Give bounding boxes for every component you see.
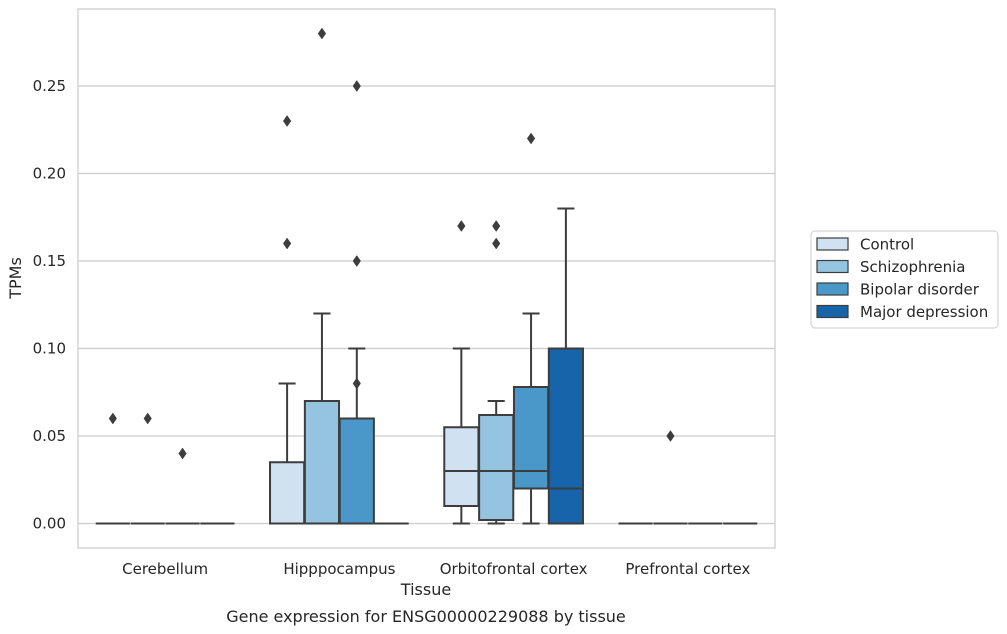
x-axis-title: Tissue xyxy=(400,580,451,599)
legend-label: Bipolar disorder xyxy=(860,281,980,299)
outlier-point xyxy=(492,237,501,250)
legend-label: Control xyxy=(860,236,914,254)
x-tick-label: Cerebellum xyxy=(122,560,208,578)
legend-swatch xyxy=(816,259,849,274)
box-body xyxy=(547,347,584,525)
y-tick-label: 0.15 xyxy=(33,252,66,270)
box-body xyxy=(478,414,515,521)
outlier-point xyxy=(457,220,466,232)
box-orbitofrontal-cortex-schizophrenia xyxy=(478,220,515,525)
box-orbitofrontal-cortex-bipolar-disorder xyxy=(512,132,550,525)
legend-frame xyxy=(810,230,999,329)
outlier-point xyxy=(108,412,117,425)
box-body xyxy=(512,386,550,490)
y-axis-title: TPMs xyxy=(6,257,25,300)
legend-label: Schizophrenia xyxy=(860,258,965,276)
outlier-point xyxy=(492,220,501,232)
box-cerebellum-control xyxy=(95,412,130,525)
legend-swatch xyxy=(816,304,849,319)
y-tick-labels: 0.00 0.05 0.10 0.15 0.20 0.25 xyxy=(33,77,66,533)
box-orbitofrontal-cortex-major-depression xyxy=(547,207,584,525)
box-cerebellum-bipolar-disorder xyxy=(165,447,200,525)
box-body xyxy=(443,426,480,507)
box-hipppocampus-schizophrenia xyxy=(303,27,341,525)
x-tick-label: Hipppocampus xyxy=(283,560,395,578)
box-body xyxy=(338,417,375,525)
box-cerebellum-schizophrenia xyxy=(130,412,165,525)
legend: Control Schizophrenia Bipolar disorder Majo… xyxy=(810,230,999,329)
x-tick-label: Orbitofrontal cortex xyxy=(440,560,588,578)
legend-swatch xyxy=(816,282,849,296)
outlier-point xyxy=(352,80,361,92)
box-body xyxy=(303,400,341,525)
legend-label: Major depression xyxy=(860,303,988,321)
box-body xyxy=(269,461,306,525)
outlier-point xyxy=(666,430,675,442)
outlier-point xyxy=(178,447,187,460)
x-tick-label: Prefrontal cortex xyxy=(625,560,750,578)
y-tick-label: 0.20 xyxy=(33,165,66,183)
y-tick-label: 0.00 xyxy=(33,515,66,533)
outlier-point xyxy=(526,132,536,145)
y-tick-label: 0.25 xyxy=(33,77,66,95)
outlier-point xyxy=(143,412,152,425)
outlier-point xyxy=(317,27,327,40)
outlier-point xyxy=(352,255,361,267)
box-hipppocampus-control xyxy=(269,115,306,525)
box-hipppocampus-bipolar-disorder xyxy=(338,80,375,525)
y-tick-label: 0.10 xyxy=(33,340,66,358)
outlier-point xyxy=(352,377,361,390)
plot-frame xyxy=(77,8,776,549)
x-tick-labels: Cerebellum Hipppocampus Orbitofrontal cort… xyxy=(122,560,750,578)
chart-caption: Gene expression for ENSG00000229088 by t… xyxy=(226,607,626,626)
boxes xyxy=(95,27,758,525)
plot-area xyxy=(78,9,775,548)
outlier-point xyxy=(282,115,292,127)
y-tick-label: 0.05 xyxy=(33,427,66,445)
box-prefrontal-cortex-schizophrenia xyxy=(653,430,688,525)
outlier-point xyxy=(282,237,292,250)
legend-swatch xyxy=(816,237,849,251)
